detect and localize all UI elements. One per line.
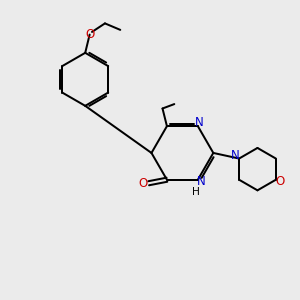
Text: N: N	[196, 175, 205, 188]
Text: O: O	[85, 28, 94, 41]
Text: O: O	[276, 175, 285, 188]
Text: N: N	[231, 149, 240, 162]
Text: O: O	[139, 177, 148, 190]
Text: N: N	[195, 116, 204, 129]
Text: H: H	[192, 187, 200, 197]
